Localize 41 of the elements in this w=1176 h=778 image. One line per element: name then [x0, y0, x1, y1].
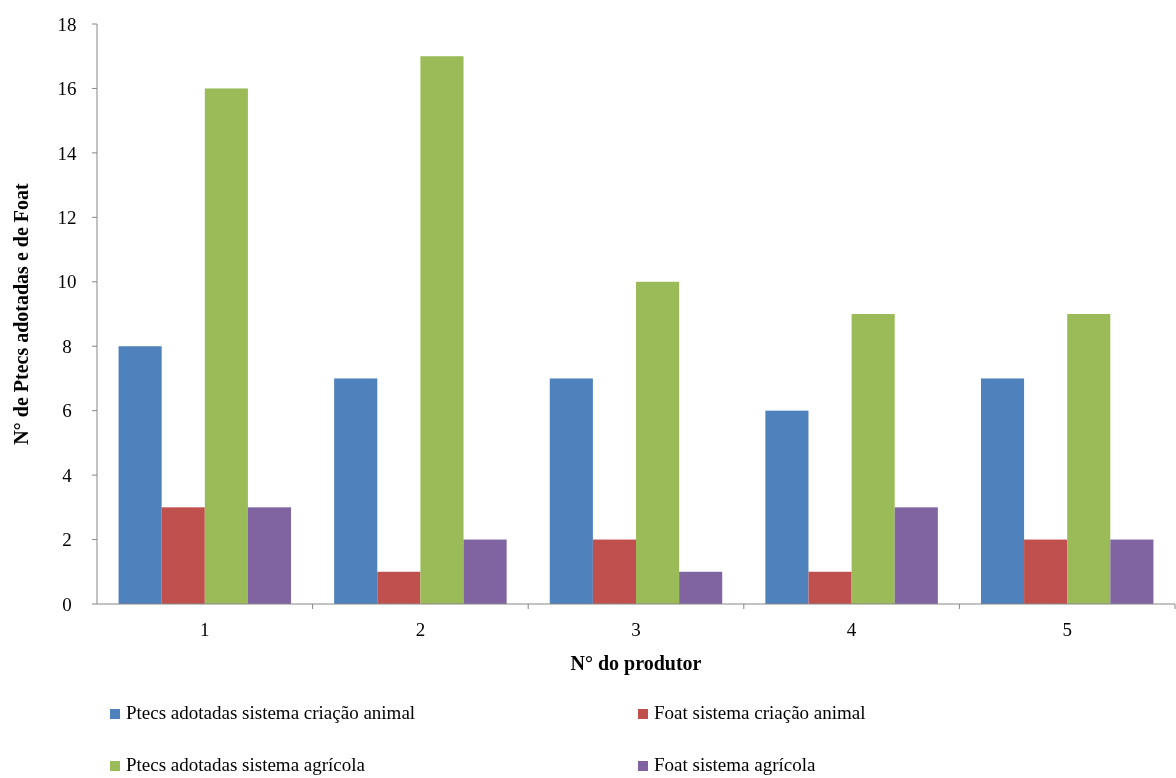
bar: [377, 571, 421, 604]
y-tick-label: 0: [62, 593, 72, 615]
x-tick-label: 5: [1062, 619, 1072, 640]
x-tick-label: 4: [846, 619, 857, 640]
y-tick-label: 8: [62, 335, 72, 357]
x-tick-label: 3: [631, 619, 641, 640]
bar: [1067, 314, 1111, 604]
bar: [463, 539, 507, 604]
bar: [980, 378, 1025, 604]
bar: [851, 314, 895, 604]
bar: [420, 56, 464, 604]
bar: [161, 507, 205, 604]
bar: [592, 539, 636, 604]
y-axis-title: N° de Ptecs adotadas e de Foat: [10, 183, 32, 445]
legend-label: Ptecs adotadas sistema agrícola: [126, 754, 366, 775]
x-tick-label: 2: [415, 619, 426, 640]
bar: [118, 346, 162, 604]
bar: [247, 507, 292, 604]
y-tick-label: 18: [57, 13, 77, 35]
legend-label: Foat sistema criação animal: [654, 702, 866, 723]
y-tick-label: 14: [57, 142, 77, 164]
y-tick-label: 2: [62, 529, 72, 551]
bar: [549, 378, 593, 604]
y-tick-label: 12: [57, 206, 77, 228]
legend-label: Foat sistema agrícola: [654, 754, 817, 775]
bar: [765, 410, 809, 604]
bar: [894, 507, 938, 604]
x-axis-title: N° do produtor: [570, 652, 702, 675]
y-tick-label: 4: [62, 464, 73, 486]
legend-label: Ptecs adotadas sistema criação animal: [126, 702, 416, 723]
x-tick-label: 1: [200, 619, 210, 640]
bar: [204, 88, 248, 604]
bar: [808, 571, 852, 604]
y-tick-label: 16: [57, 78, 77, 100]
y-tick-label: 6: [62, 400, 72, 422]
bar: [334, 378, 378, 604]
bar: [1024, 539, 1068, 604]
bar: [636, 281, 680, 604]
bar: [1110, 539, 1154, 604]
y-tick-label: 10: [57, 271, 77, 293]
bar: [679, 571, 723, 604]
